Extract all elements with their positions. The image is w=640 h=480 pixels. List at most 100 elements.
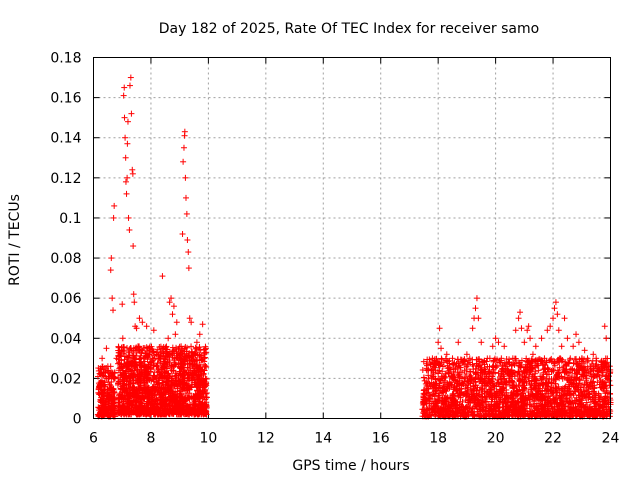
data-point: [108, 255, 115, 262]
data-point: [172, 331, 179, 338]
data-point: [512, 327, 519, 334]
data-point: [108, 401, 115, 408]
data-point: [443, 351, 450, 358]
data-point: [501, 343, 508, 350]
data-point: [527, 335, 534, 342]
data-point: [495, 339, 502, 346]
data-point: [168, 295, 175, 302]
y-tick-label: 0.08: [50, 251, 81, 267]
data-point: [185, 249, 192, 256]
data-point: [438, 345, 445, 352]
data-point: [547, 323, 554, 330]
data-point: [532, 343, 539, 350]
data-point: [521, 339, 528, 346]
data-point: [185, 265, 192, 272]
data-point: [196, 331, 203, 338]
data-point: [165, 335, 172, 342]
data-point: [99, 363, 106, 370]
data-point: [186, 315, 193, 322]
data-point: [518, 325, 525, 332]
data-point: [552, 299, 559, 306]
data-point: [100, 406, 107, 413]
data-point: [139, 319, 146, 326]
data-point: [561, 315, 568, 322]
data-point: [188, 319, 195, 326]
data-point: [157, 359, 164, 366]
y-tick-label: 0: [73, 412, 82, 428]
data-point: [478, 339, 485, 346]
data-point: [122, 134, 129, 141]
data-point: [558, 343, 565, 350]
data-point: [570, 343, 577, 350]
x-tick-label: 16: [372, 431, 390, 447]
data-point: [129, 170, 136, 177]
data-point: [132, 345, 139, 352]
data-point: [109, 295, 116, 302]
data-point: [97, 409, 104, 416]
x-tick-label: 12: [257, 431, 275, 447]
data-point: [111, 396, 118, 403]
data-point: [183, 210, 190, 217]
data-point: [130, 243, 137, 250]
data-point: [111, 202, 118, 209]
y-tick-label: 0.02: [50, 371, 81, 387]
data-point: [107, 405, 114, 412]
data-point: [554, 311, 561, 318]
data-point: [517, 309, 524, 316]
x-axis-label: GPS time / hours: [292, 458, 409, 474]
data-point: [544, 327, 551, 334]
data-point: [126, 226, 133, 233]
data-point: [101, 386, 108, 393]
data-point: [564, 335, 571, 342]
data-point: [180, 158, 187, 165]
x-axis: 6 8 10 12 14 16 18 20 22 24: [89, 57, 619, 447]
data-point: [515, 315, 522, 322]
data-point: [110, 214, 117, 221]
data-point: [524, 327, 531, 334]
data-point: [529, 351, 536, 358]
y-axis: 0 0.02 0.04 0.06 0.08 0.1 0.12 0.14 0.16 0.18: [50, 51, 611, 428]
data-point: [555, 327, 562, 334]
data-point: [127, 74, 134, 81]
data-point: [472, 305, 479, 312]
data-point: [101, 392, 108, 399]
data-point: [525, 323, 532, 330]
data-point: [473, 295, 480, 302]
y-tick-label: 0.12: [50, 171, 81, 187]
x-tick-label: 6: [89, 431, 98, 447]
y-axis-label: ROTI / TECUs: [7, 194, 23, 286]
data-point: [110, 307, 117, 314]
data-point: [121, 114, 128, 121]
data-point: [107, 267, 114, 274]
data-point: [590, 351, 597, 358]
data-point: [180, 144, 187, 151]
data-point: [184, 237, 191, 244]
y-tick-label: 0.1: [59, 211, 81, 227]
y-tick-label: 0.14: [50, 131, 81, 147]
y-tick-label: 0.04: [50, 331, 81, 347]
data-point: [199, 321, 206, 328]
data-point: [166, 299, 173, 306]
data-point: [573, 331, 580, 338]
data-points: [94, 74, 614, 420]
data-point: [122, 154, 129, 161]
x-tick-label: 14: [314, 431, 332, 447]
data-point: [101, 369, 108, 376]
data-point: [128, 110, 135, 117]
data-point: [103, 345, 110, 352]
data-point: [492, 335, 499, 342]
data-point: [489, 343, 496, 350]
data-point: [99, 398, 106, 405]
data-point: [95, 365, 102, 372]
data-point: [130, 291, 137, 298]
data-point: [124, 140, 131, 147]
data-point: [101, 403, 108, 410]
data-point: [475, 315, 482, 322]
data-point: [125, 214, 132, 221]
data-point: [455, 339, 462, 346]
data-point: [170, 303, 177, 310]
data-point: [173, 319, 180, 326]
data-point: [159, 273, 166, 280]
data-point: [121, 84, 128, 91]
